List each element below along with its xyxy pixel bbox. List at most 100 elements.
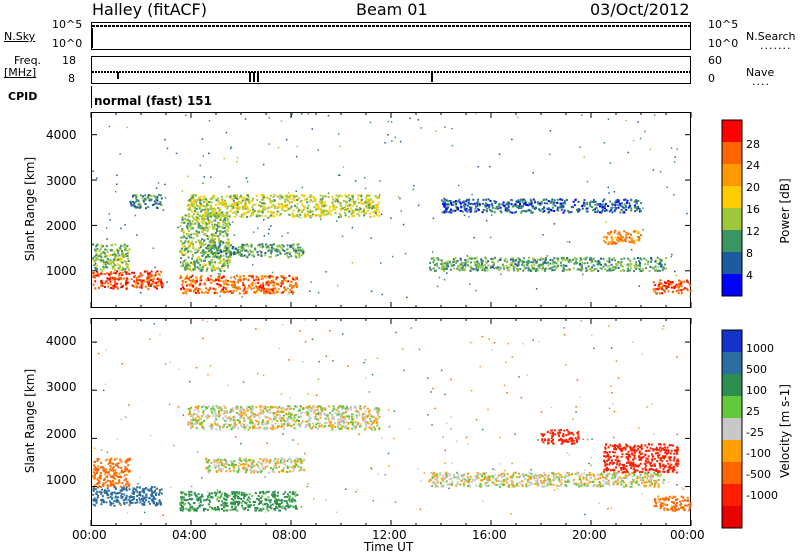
heatmap-cell: [621, 205, 624, 208]
heatmap-cell: [580, 265, 583, 268]
heatmap-cell: [236, 201, 239, 204]
heatmap-cell: [116, 287, 119, 290]
heatmap-cell: [131, 271, 134, 274]
heatmap-cell: [615, 263, 617, 265]
heatmap-cell: [266, 406, 269, 409]
heatmap-cell: [108, 468, 111, 471]
heatmap-cell: [362, 202, 365, 205]
heatmap-cell: [444, 262, 447, 265]
heatmap-cell: [241, 414, 244, 417]
heatmap-cell: [135, 195, 138, 198]
heatmap-cell: [248, 201, 251, 204]
heatmap-cell: [297, 243, 300, 246]
heatmap-cell: [197, 419, 200, 422]
heatmap-cell: [139, 501, 142, 504]
heatmap-cell: [464, 262, 467, 265]
heatmap-cell: [147, 284, 150, 287]
heatmap-cell: [243, 206, 246, 208]
heatmap-cell: [613, 241, 616, 244]
heatmap-cell: [125, 279, 128, 282]
heatmap-cell: [258, 509, 261, 512]
heatmap-cell: [575, 260, 578, 263]
heatmap-cell: [183, 235, 185, 238]
heatmap-cell: [213, 241, 216, 244]
heatmap-cell: [220, 250, 223, 253]
heatmap-cell: [100, 243, 103, 246]
heatmap-cell: [596, 211, 599, 213]
heatmap-cell: [497, 207, 500, 210]
heatmap-cell: [658, 269, 661, 272]
heatmap-cell: [451, 144, 454, 147]
heatmap-cell: [563, 265, 566, 268]
heatmap-cell: [504, 257, 507, 260]
heatmap-cell: [259, 249, 261, 252]
heatmap-cell: [319, 416, 322, 419]
heatmap-cell: [280, 285, 283, 288]
heatmap-cell: [97, 482, 99, 485]
heatmap-cell: [144, 285, 147, 288]
heatmap-cell: [189, 506, 192, 509]
heatmap-cell: [589, 201, 592, 204]
power-cbar-tick-16: 16: [746, 203, 760, 216]
heatmap-cell: [289, 504, 292, 507]
heatmap-cell: [574, 198, 577, 201]
heatmap-cell: [197, 226, 200, 229]
heatmap-cell: [248, 426, 251, 429]
heatmap-cell: [192, 198, 195, 200]
heatmap-cell: [136, 495, 139, 497]
heatmap-cell: [212, 287, 215, 290]
heatmap-cell: [101, 498, 104, 501]
heatmap-cell: [368, 206, 371, 209]
heatmap-cell: [258, 204, 261, 207]
heatmap-cell: [181, 261, 184, 264]
heatmap-cell: [602, 257, 605, 260]
heatmap-cell: [149, 194, 152, 197]
heatmap-cell: [94, 263, 97, 265]
heatmap-cell: [331, 205, 334, 208]
heatmap-cell: [204, 205, 207, 208]
heatmap-cell: [241, 213, 243, 216]
heatmap-cell: [596, 209, 599, 212]
heatmap-cell: [633, 264, 636, 267]
heatmap-cell: [217, 277, 220, 280]
heatmap-cell: [96, 268, 99, 271]
heatmap-cell: [112, 475, 115, 478]
heatmap-cell: [618, 231, 621, 234]
heatmap-cell: [637, 121, 639, 123]
heatmap-cell: [256, 214, 259, 217]
heatmap-cell: [217, 496, 220, 499]
heatmap-cell: [264, 499, 267, 502]
heatmap-cell: [188, 498, 191, 500]
heatmap-cell: [113, 254, 116, 257]
heatmap-cell: [222, 265, 225, 267]
heatmap-cell: [356, 410, 359, 413]
heatmap-cell: [665, 285, 668, 288]
heatmap-cell: [675, 283, 678, 286]
heatmap-cell: [270, 255, 272, 258]
heatmap-cell: [138, 275, 141, 278]
heatmap-cell: [610, 269, 613, 272]
heatmap-cell: [205, 499, 208, 501]
heatmap-cell: [323, 201, 326, 203]
heatmap-cell: [126, 481, 129, 484]
heatmap-cell: [111, 276, 114, 279]
heatmap-cell: [489, 165, 491, 168]
heatmap-cell: [353, 210, 356, 213]
heatmap-cell: [306, 207, 309, 210]
heatmap-cell: [281, 247, 284, 250]
heatmap-cell: [327, 192, 330, 194]
heatmap-cell: [502, 201, 505, 204]
heatmap-cell: [257, 227, 259, 230]
heatmap-cell: [215, 267, 218, 270]
heatmap-cell: [666, 281, 669, 284]
heatmap-cell: [652, 281, 655, 284]
heatmap-cell: [139, 499, 142, 502]
heatmap-cell: [528, 204, 531, 206]
heatmap-cell: [618, 237, 621, 240]
heatmap-cell: [595, 268, 598, 271]
heatmap-cell: [151, 499, 154, 501]
heatmap-region-4: [179, 211, 231, 272]
heatmap-cell: [330, 210, 333, 213]
heatmap-cell: [481, 202, 484, 205]
heatmap-cell: [262, 284, 265, 287]
